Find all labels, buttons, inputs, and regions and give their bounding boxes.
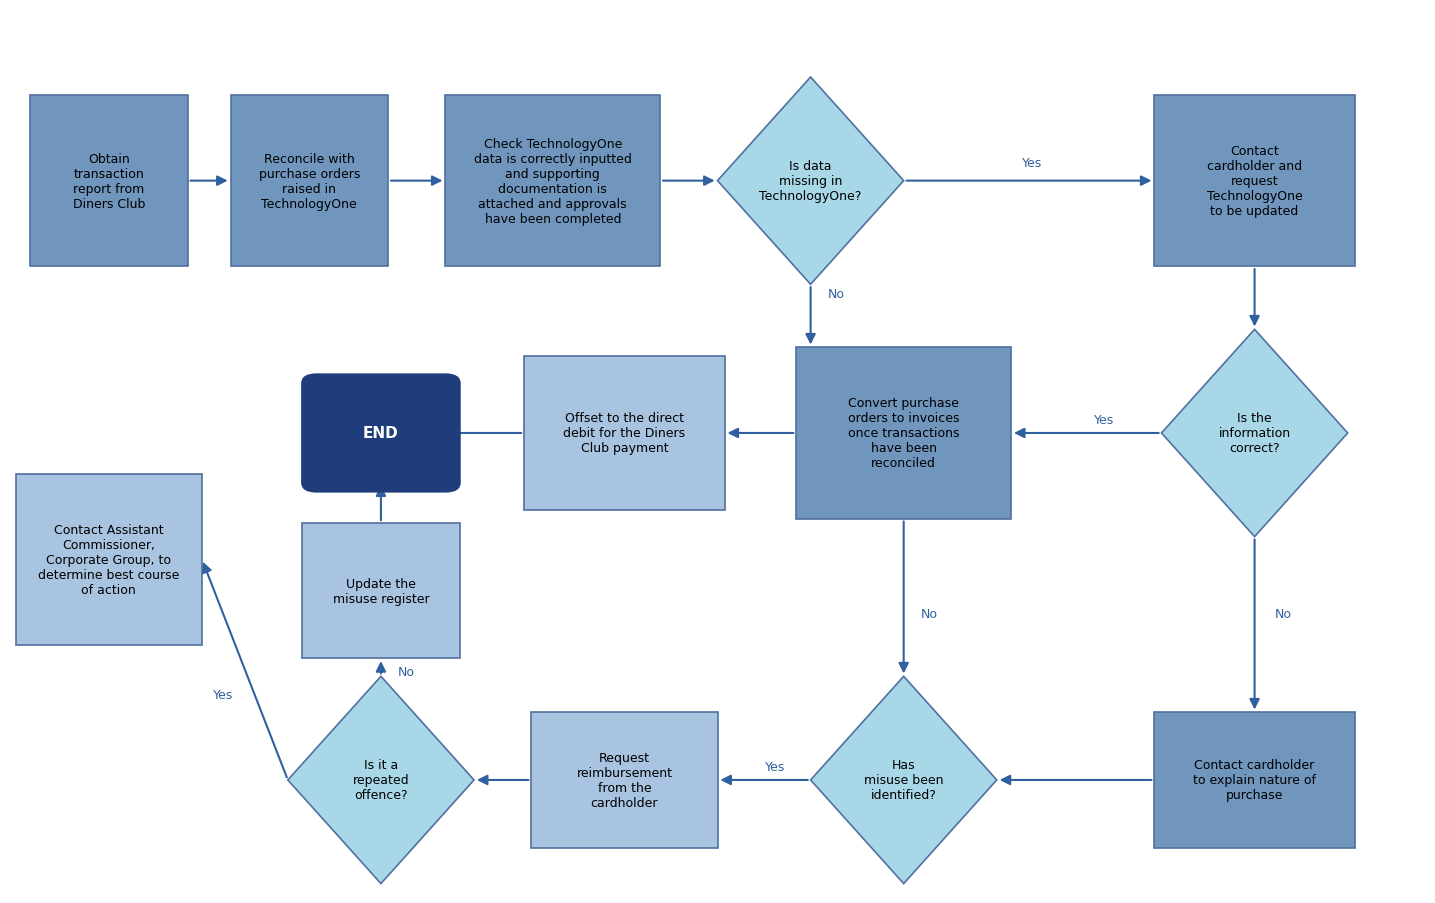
Text: Reconcile with
purchase orders
raised in
TechnologyOne: Reconcile with purchase orders raised in…	[258, 153, 360, 210]
FancyBboxPatch shape	[524, 357, 725, 510]
Text: No: No	[397, 666, 415, 678]
Text: Is it a
repeated
offence?: Is it a repeated offence?	[353, 759, 409, 802]
FancyBboxPatch shape	[231, 96, 387, 267]
Text: Check TechnologyOne
data is correctly inputted
and supporting
documentation is
a: Check TechnologyOne data is correctly in…	[474, 137, 631, 226]
Polygon shape	[811, 676, 997, 884]
Text: Contact cardholder
to explain nature of
purchase: Contact cardholder to explain nature of …	[1192, 759, 1316, 802]
Text: END: END	[363, 426, 399, 441]
Text: Contact
cardholder and
request
TechnologyOne
to be updated: Contact cardholder and request Technolog…	[1207, 145, 1303, 218]
Text: Offset to the direct
debit for the Diners
Club payment: Offset to the direct debit for the Diner…	[564, 412, 686, 455]
FancyBboxPatch shape	[16, 474, 202, 645]
FancyBboxPatch shape	[1154, 712, 1355, 848]
Text: Contact Assistant
Commissioner,
Corporate Group, to
determine best course
of act: Contact Assistant Commissioner, Corporat…	[39, 523, 179, 596]
FancyBboxPatch shape	[1154, 96, 1355, 267]
Text: Yes: Yes	[214, 688, 234, 701]
FancyBboxPatch shape	[303, 375, 459, 492]
FancyBboxPatch shape	[796, 348, 1012, 519]
FancyBboxPatch shape	[303, 524, 459, 658]
Text: No: No	[921, 607, 938, 620]
Polygon shape	[288, 676, 474, 884]
Text: Update the
misuse register: Update the misuse register	[333, 577, 429, 605]
FancyBboxPatch shape	[30, 96, 188, 267]
FancyBboxPatch shape	[531, 712, 718, 848]
Polygon shape	[1161, 330, 1347, 537]
Text: Yes: Yes	[1093, 414, 1115, 426]
Polygon shape	[718, 78, 904, 285]
Text: Obtain
transaction
report from
Diners Club: Obtain transaction report from Diners Cl…	[73, 153, 145, 210]
Text: Request
reimbursement
from the
cardholder: Request reimbursement from the cardholde…	[577, 751, 673, 809]
Text: Has
misuse been
identified?: Has misuse been identified?	[864, 759, 943, 802]
Text: Yes: Yes	[1023, 157, 1043, 170]
Text: Is data
missing in
TechnologyOne?: Is data missing in TechnologyOne?	[759, 160, 862, 203]
Text: Convert purchase
orders to invoices
once transactions
have been
reconciled: Convert purchase orders to invoices once…	[848, 397, 960, 470]
Text: No: No	[828, 287, 845, 301]
Text: Is the
information
correct?: Is the information correct?	[1218, 412, 1290, 455]
Text: Yes: Yes	[765, 760, 785, 773]
Text: No: No	[1274, 607, 1292, 620]
FancyBboxPatch shape	[445, 96, 660, 267]
